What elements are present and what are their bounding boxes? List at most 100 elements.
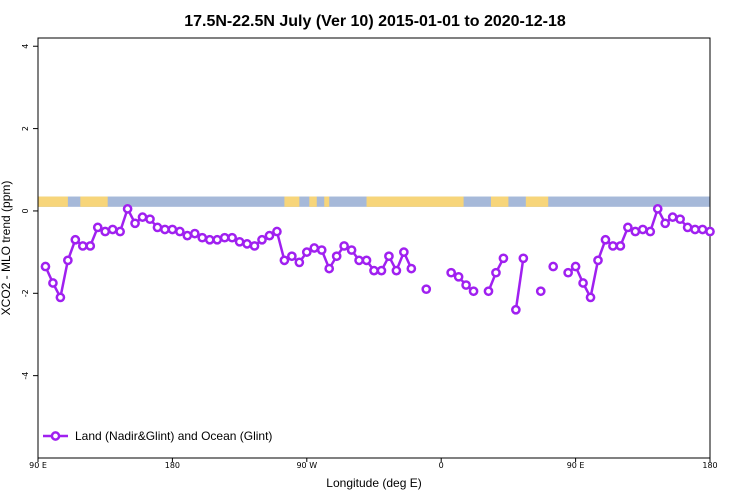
- y-axis-label: XCO2 - MLO trend (ppm): [0, 181, 13, 316]
- data-point: [652, 204, 663, 214]
- data-point: [615, 241, 626, 251]
- data-point: [249, 241, 260, 251]
- data-point: [145, 214, 155, 225]
- x-tick-label: 90 E: [29, 461, 47, 470]
- data-point: [421, 284, 432, 295]
- data-point: [468, 286, 479, 297]
- land-band: [490, 196, 509, 207]
- data-point: [593, 255, 603, 266]
- x-tick-label: 0: [439, 461, 444, 470]
- data-point: [483, 286, 494, 297]
- data-point: [498, 253, 509, 264]
- legend-marker-swatch: [50, 431, 61, 441]
- x-tick-label: 90 E: [567, 461, 585, 470]
- data-point: [272, 226, 282, 237]
- data-point: [354, 255, 364, 266]
- data-point: [167, 224, 178, 235]
- land-band: [80, 196, 108, 207]
- data-point: [182, 230, 193, 241]
- data-point: [189, 228, 200, 239]
- data-point: [152, 222, 163, 233]
- data-point: [294, 257, 305, 268]
- data-point: [563, 267, 573, 278]
- data-series: [40, 204, 715, 315]
- x-tick-label: 180: [165, 461, 180, 470]
- data-point: [160, 224, 170, 235]
- data-point: [391, 265, 402, 276]
- land-band: [366, 196, 464, 207]
- y-tick-label: -2: [21, 289, 30, 297]
- data-point: [100, 226, 111, 237]
- data-point: [446, 267, 457, 278]
- data-point: [316, 245, 327, 255]
- data-point: [491, 267, 501, 278]
- data-point: [585, 292, 596, 303]
- data-point: [690, 224, 700, 235]
- data-point: [40, 261, 51, 272]
- data-point: [346, 245, 357, 255]
- data-point: [234, 236, 245, 247]
- data-point: [63, 255, 73, 266]
- data-point: [279, 255, 290, 266]
- chart-title: 17.5N-22.5N July (Ver 10) 2015-01-01 to …: [184, 13, 566, 30]
- data-point: [453, 271, 464, 282]
- data-point: [608, 241, 618, 251]
- land-band: [525, 196, 549, 207]
- series-line: [44, 207, 413, 299]
- data-point: [137, 212, 148, 222]
- data-point: [697, 224, 708, 235]
- data-point: [570, 261, 581, 272]
- data-point: [518, 253, 529, 264]
- data-point: [623, 222, 633, 233]
- x-axis-label: Longitude (deg E): [326, 476, 421, 490]
- data-point: [107, 224, 118, 235]
- data-point: [675, 214, 685, 225]
- land-band: [324, 196, 330, 207]
- data-point: [667, 212, 678, 222]
- data-point: [77, 241, 88, 251]
- series-line: [514, 258, 525, 310]
- series-line: [567, 207, 711, 299]
- land-band: [284, 196, 300, 207]
- data-point: [535, 286, 546, 297]
- legend: Land (Nadir&Glint) and Ocean (Glint): [43, 429, 272, 443]
- x-tick-label: 180: [702, 461, 717, 470]
- data-point: [55, 292, 66, 303]
- data-point: [212, 234, 223, 245]
- plot-frame: [37, 37, 711, 459]
- data-point: [324, 263, 335, 274]
- y-tick-label: 4: [21, 44, 30, 49]
- data-point: [461, 280, 471, 290]
- data-point: [406, 263, 417, 274]
- y-tick-label: 2: [21, 126, 30, 131]
- data-point: [309, 243, 320, 253]
- data-point: [242, 239, 252, 249]
- data-point: [600, 234, 611, 245]
- data-point: [384, 251, 394, 262]
- data-point: [331, 251, 342, 262]
- land-band: [309, 196, 317, 207]
- data-point: [48, 278, 58, 288]
- axes: 4 2 0 -2 -4 90 E 180 90 W 0 90 E 180: [21, 44, 718, 470]
- data-point: [682, 222, 693, 233]
- y-tick-label: 0: [21, 208, 30, 213]
- data-point: [660, 218, 671, 229]
- data-point: [645, 226, 656, 237]
- data-point: [122, 204, 133, 214]
- x-tick-label: 90 W: [296, 461, 317, 470]
- data-point: [257, 234, 267, 245]
- data-point: [399, 247, 409, 257]
- data-point: [175, 226, 185, 237]
- data-point: [511, 304, 521, 315]
- data-point: [548, 261, 559, 272]
- data-point: [287, 251, 297, 262]
- legend-label: Land (Nadir&Glint) and Ocean (Glint): [75, 429, 272, 443]
- data-point: [130, 218, 140, 229]
- data-point: [705, 226, 715, 237]
- data-point: [219, 232, 230, 243]
- data-point: [301, 247, 312, 257]
- data-point: [85, 241, 96, 251]
- data-point: [264, 230, 275, 241]
- data-point: [197, 232, 208, 243]
